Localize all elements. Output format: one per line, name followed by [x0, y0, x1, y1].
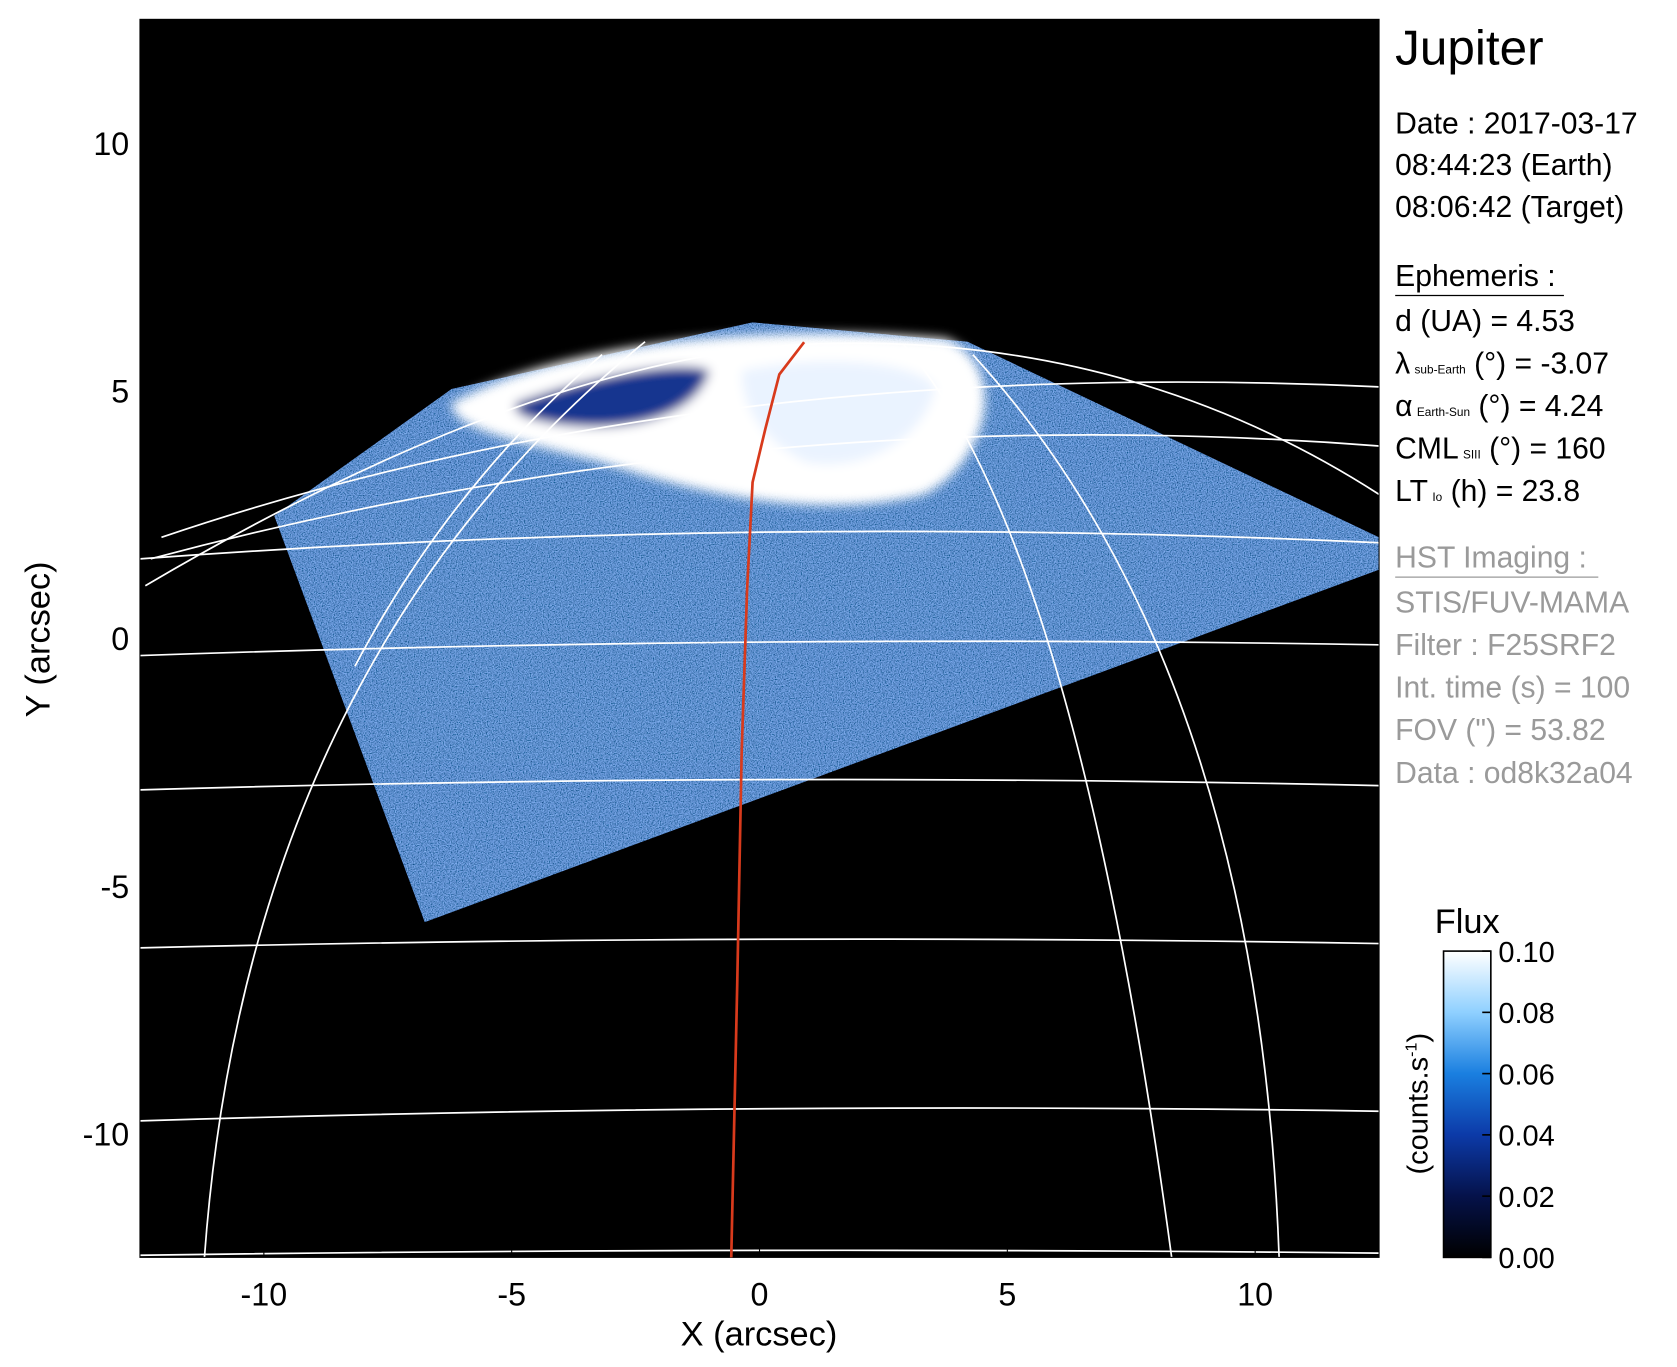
ephemeris-text: (°) = 160	[1481, 432, 1606, 465]
x-tick-label: 10	[1237, 1277, 1273, 1313]
y-tick-label: -5	[101, 869, 130, 905]
ephemeris-subscript: SIII	[1463, 447, 1481, 461]
ephemeris-symbol: CML	[1395, 432, 1459, 465]
y-axis-label: Y (arcsec)	[20, 561, 58, 717]
image-panel	[139, 19, 1380, 1258]
imaging-heading: HST Imaging :	[1395, 541, 1587, 574]
colorbar-tick-label: 0.08	[1498, 998, 1554, 1030]
ephemeris-row: LT Io (h) = 23.8	[1395, 475, 1580, 508]
date-line: 08:06:42 (Target)	[1395, 191, 1624, 224]
x-tick-label: 5	[998, 1277, 1016, 1313]
ephemeris-heading: Ephemeris :	[1395, 260, 1555, 293]
io-footprint-line	[729, 341, 806, 1258]
ephemeris-symbol: LT	[1395, 475, 1428, 508]
ephemeris-text: (h) = 23.8	[1442, 475, 1580, 508]
ephemeris-row: λ sub-Earth (°) = -3.07	[1395, 347, 1609, 380]
planet-grid	[139, 341, 1380, 1258]
colorbar-tick-label: 0.04	[1498, 1121, 1554, 1153]
info-panel: Date : 2017-03-17 08:44:23 (Earth) 08:06:4…	[1395, 107, 1638, 790]
ephemeris-subscript: Earth-Sun	[1417, 405, 1470, 419]
ephemeris-symbol: α	[1395, 390, 1412, 423]
date-line: 08:44:23 (Earth)	[1395, 149, 1612, 182]
imaging-line: Data : od8k32a04	[1395, 757, 1632, 790]
chart-title: Jupiter	[1395, 20, 1543, 75]
colorbar-label-text: (counts.s	[1402, 1057, 1434, 1175]
x-tick-label: -5	[497, 1277, 526, 1313]
ephemeris-symbol: d (UA) = 4.53	[1395, 305, 1575, 338]
x-tick-label: 0	[751, 1277, 769, 1313]
colorbar-tick-label: 0.10	[1498, 937, 1554, 969]
imaging-line: STIS/FUV-MAMA	[1395, 587, 1629, 620]
colorbar-label-end: )	[1402, 1033, 1434, 1043]
ephemeris-text: (°) = 4.24	[1470, 390, 1603, 423]
ephemeris-symbol: λ	[1395, 347, 1410, 380]
ephemeris-subscript: Io	[1432, 490, 1442, 504]
colorbar-tick-label: 0.00	[1498, 1243, 1554, 1275]
ephemeris-text: (°) = -3.07	[1466, 347, 1609, 380]
x-axis-label: X (arcsec)	[681, 1316, 838, 1354]
ephemeris-row: CML SIII (°) = 160	[1395, 432, 1605, 465]
y-tick-label: 0	[111, 621, 129, 657]
x-tick-label: -10	[241, 1277, 288, 1313]
date-line: Date : 2017-03-17	[1395, 107, 1637, 140]
colorbar-label-sup: -1	[1403, 1043, 1421, 1057]
y-tick-label: 5	[111, 374, 129, 410]
y-tick-label: 10	[93, 126, 129, 162]
colorbar-tick-label: 0.02	[1498, 1182, 1554, 1214]
colorbar-scale	[1442, 950, 1492, 1259]
imaging-line: Int. time (s) = 100	[1395, 672, 1630, 705]
ephemeris-row: d (UA) = 4.53	[1395, 305, 1575, 338]
colorbar-title: Flux	[1435, 903, 1500, 941]
ephemeris-row: α Earth-Sun (°) = 4.24	[1395, 390, 1603, 423]
ephemeris-subscript: sub-Earth	[1415, 362, 1466, 376]
colorbar-tick-label: 0.06	[1498, 1059, 1554, 1091]
colorbar-label: (counts.s-1)	[1402, 1033, 1434, 1175]
imaging-line: FOV (") = 53.82	[1395, 714, 1605, 747]
aurora	[451, 333, 985, 506]
imaging-line: Filter : F25SRF2	[1395, 629, 1616, 662]
y-tick-label: -10	[83, 1116, 130, 1152]
